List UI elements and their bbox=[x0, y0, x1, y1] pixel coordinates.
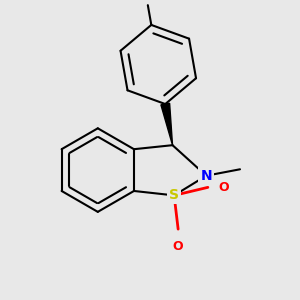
Text: O: O bbox=[218, 181, 229, 194]
Text: N: N bbox=[200, 169, 212, 183]
Text: S: S bbox=[169, 188, 179, 203]
Polygon shape bbox=[161, 103, 172, 145]
Text: O: O bbox=[173, 240, 184, 253]
